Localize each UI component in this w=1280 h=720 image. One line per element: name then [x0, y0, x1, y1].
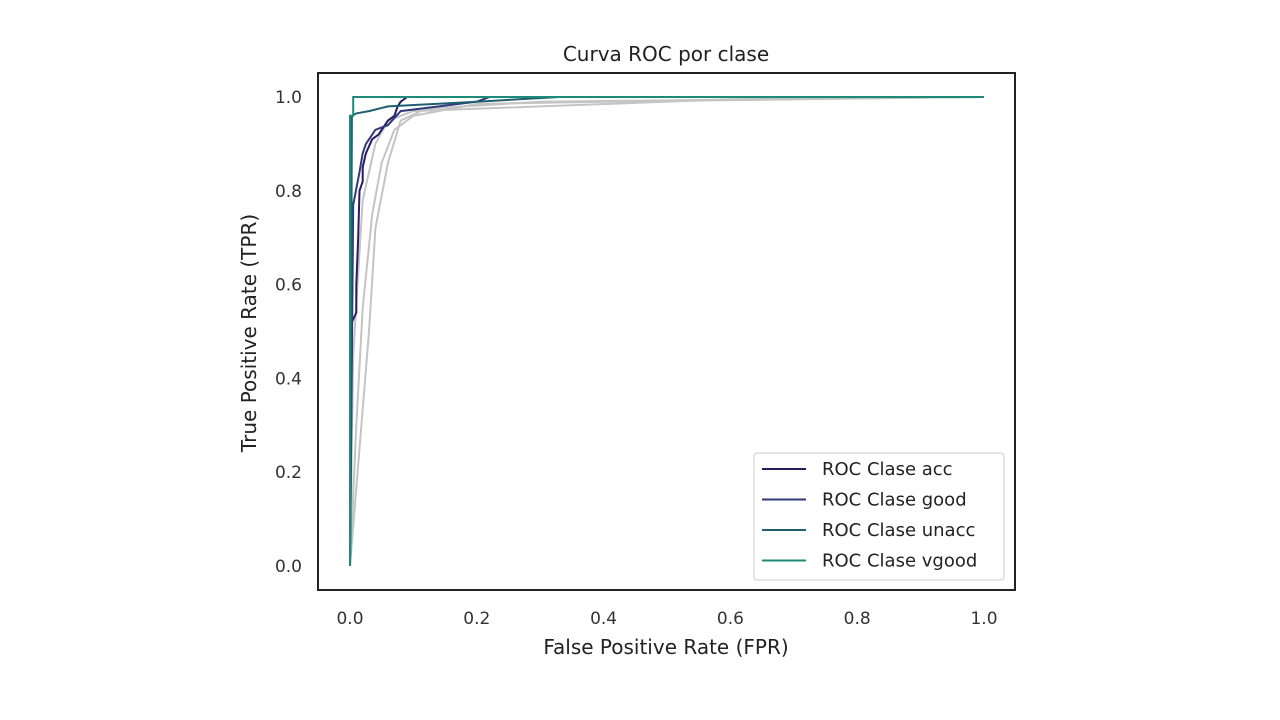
legend-label: ROC Clase acc — [822, 459, 953, 480]
y-tick-label: 0.6 — [275, 276, 302, 296]
y-tick-label: 0.4 — [275, 369, 302, 389]
y-tick-label: 0.8 — [275, 182, 302, 202]
gray-curve-0 — [349, 96, 985, 567]
x-tick-label: 0.0 — [336, 609, 363, 629]
x-axis-ticks: 0.0 0.2 0.4 0.6 0.8 1.0 — [336, 609, 997, 629]
x-tick-label: 0.8 — [844, 609, 871, 629]
x-tick-label: 0.4 — [590, 609, 617, 629]
series-line-3 — [349, 96, 984, 566]
y-tick-label: 1.0 — [275, 88, 302, 108]
x-tick-label: 0.2 — [463, 609, 490, 629]
series-line-1 — [349, 96, 984, 567]
chart-title: Curva ROC por clase — [563, 42, 769, 66]
series-curves — [349, 96, 984, 567]
y-tick-label: 0.0 — [275, 557, 302, 577]
y-axis-label: True Positive Rate (TPR) — [237, 214, 261, 453]
y-axis-ticks: 0.0 0.2 0.4 0.6 0.8 1.0 — [275, 88, 302, 577]
series-line-0 — [349, 96, 984, 567]
x-tick-label: 0.6 — [717, 609, 744, 629]
x-tick-label: 1.0 — [970, 609, 997, 629]
legend-box — [753, 452, 1005, 581]
y-tick-label: 0.2 — [275, 463, 302, 483]
legend-label: ROC Clase vgood — [822, 551, 977, 572]
gray-curve-1 — [349, 96, 985, 567]
plot-frame — [317, 72, 1016, 591]
legend-label: ROC Clase unacc — [822, 520, 975, 541]
legend: ROC Clase acc ROC Clase good ROC Clase una… — [753, 452, 1005, 581]
x-axis-label: False Positive Rate (FPR) — [543, 635, 788, 659]
legend-label: ROC Clase good — [822, 490, 967, 511]
